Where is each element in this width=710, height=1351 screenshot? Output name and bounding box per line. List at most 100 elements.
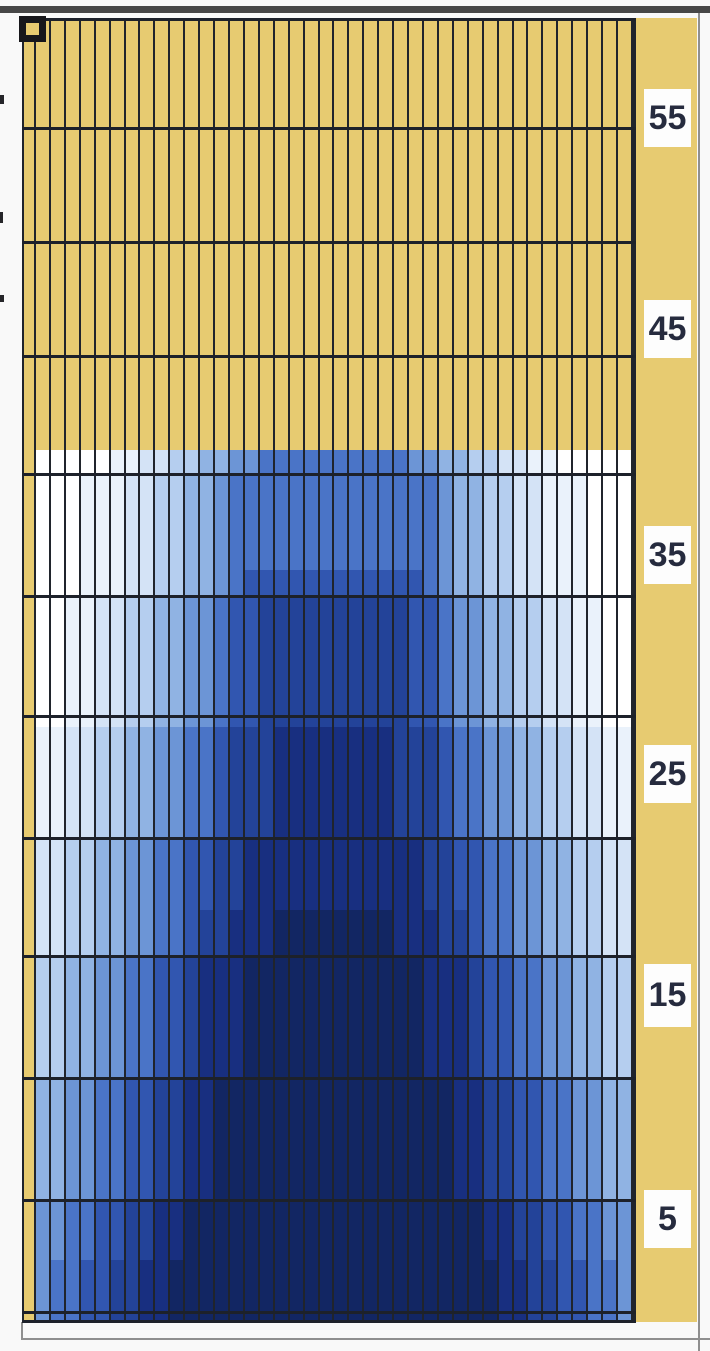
heatmap-cell	[543, 1260, 558, 1322]
heatmap-cell	[439, 1199, 454, 1260]
heatmap-cell	[409, 955, 424, 1077]
heatmap-cell	[185, 570, 200, 597]
heatmap-cell	[469, 727, 484, 837]
heatmap-cell	[245, 450, 260, 473]
heatmap-cell	[514, 570, 529, 597]
heatmap-cell	[200, 18, 215, 450]
heatmap-cell	[36, 18, 51, 450]
heatmap-cell	[290, 910, 305, 955]
heatmap-cell	[484, 570, 499, 597]
heatmap-cell	[364, 473, 379, 570]
heatmap-cell	[96, 910, 111, 955]
heatmap-cell	[603, 1199, 618, 1260]
heatmap-cell	[36, 1077, 51, 1199]
heatmap-cell	[514, 450, 529, 473]
heatmap-cell	[409, 727, 424, 837]
heatmap-cell	[334, 18, 349, 450]
heatmap-cell	[484, 837, 499, 910]
heatmap-cell	[349, 1199, 364, 1260]
heatmap-cell	[588, 18, 603, 450]
heatmap-cell	[66, 1260, 81, 1322]
heatmap-cell	[499, 570, 514, 597]
heatmap-cell	[185, 727, 200, 837]
heatmap-cell	[499, 450, 514, 473]
heatmap-cell	[215, 1199, 230, 1260]
heatmap-cell	[573, 910, 588, 955]
heatmap-cell	[170, 1077, 185, 1199]
heatmap-cell	[618, 837, 633, 910]
heatmap-cell	[573, 18, 588, 450]
heatmap-cell	[81, 1260, 96, 1322]
heatmap-cell	[96, 18, 111, 450]
heatmap-cell	[349, 18, 364, 450]
heatmap-cell	[409, 18, 424, 450]
heatmap-cell	[558, 1260, 573, 1322]
heatmap-cell	[275, 727, 290, 837]
heatmap-cell	[484, 727, 499, 837]
heatmap-cell	[349, 1260, 364, 1322]
heatmap-cell	[140, 450, 155, 473]
heatmap-cell	[230, 450, 245, 473]
heatmap-cell	[349, 910, 364, 955]
heatmap-cell	[588, 1077, 603, 1199]
heatmap-cell	[81, 727, 96, 837]
heatmap-cell	[305, 1199, 320, 1260]
heatmap-cell	[320, 18, 335, 450]
heatmap-cell	[155, 727, 170, 837]
heatmap-cell	[334, 1077, 349, 1199]
heatmap-cell	[111, 1077, 126, 1199]
heatmap-cell	[379, 570, 394, 597]
heatmap-cell	[439, 597, 454, 727]
heatmap-cell	[51, 473, 66, 570]
heatmap-cell	[230, 1077, 245, 1199]
heatmap-cell	[126, 570, 141, 597]
heatmap-cell	[499, 18, 514, 450]
heatmap-cell	[454, 1077, 469, 1199]
heatmap-band	[36, 473, 633, 570]
heatmap-cell	[215, 1077, 230, 1199]
heatmap-cell	[424, 727, 439, 837]
heatmap-cell	[573, 597, 588, 727]
depth-label-25: 25	[644, 745, 691, 803]
heatmap-cell	[215, 570, 230, 597]
heatmap-cell	[439, 18, 454, 450]
corner-marker-icon	[19, 16, 46, 42]
heatmap-cell	[454, 727, 469, 837]
heatmap-cell	[51, 727, 66, 837]
heatmap-cell	[469, 1077, 484, 1199]
heatmap-cell	[111, 18, 126, 450]
heatmap-cell	[528, 18, 543, 450]
heatmap-cell	[305, 473, 320, 570]
heatmap-cell	[603, 837, 618, 910]
heatmap-cell	[126, 450, 141, 473]
heatmap-cell	[245, 955, 260, 1077]
heatmap-cell	[334, 597, 349, 727]
heatmap-cell	[603, 570, 618, 597]
heatmap-cell	[499, 1199, 514, 1260]
heatmap-cell	[275, 473, 290, 570]
heatmap-cell	[484, 597, 499, 727]
heatmap-cell	[200, 910, 215, 955]
heatmap-cell	[185, 1260, 200, 1322]
heatmap-cell	[185, 837, 200, 910]
heatmap-cell	[96, 1077, 111, 1199]
heatmap-cell	[364, 837, 379, 910]
heatmap-cell	[558, 570, 573, 597]
heatmap-cell	[215, 18, 230, 450]
heatmap-cell	[275, 1260, 290, 1322]
heatmap-cell	[469, 1260, 484, 1322]
scan-artifact	[0, 295, 4, 302]
heatmap-cell	[185, 1199, 200, 1260]
heatmap-cell	[81, 955, 96, 1077]
heatmap-cell	[528, 955, 543, 1077]
heatmap-cell	[543, 727, 558, 837]
heatmap-cell	[469, 18, 484, 450]
heatmap-cell	[51, 910, 66, 955]
depth-label-55: 55	[644, 89, 691, 147]
heatmap-cell	[140, 570, 155, 597]
heatmap-cell	[66, 910, 81, 955]
heatmap-cell	[305, 910, 320, 955]
heatmap-cell	[155, 473, 170, 570]
heatmap-cell	[215, 910, 230, 955]
page-top-rule	[0, 6, 710, 13]
